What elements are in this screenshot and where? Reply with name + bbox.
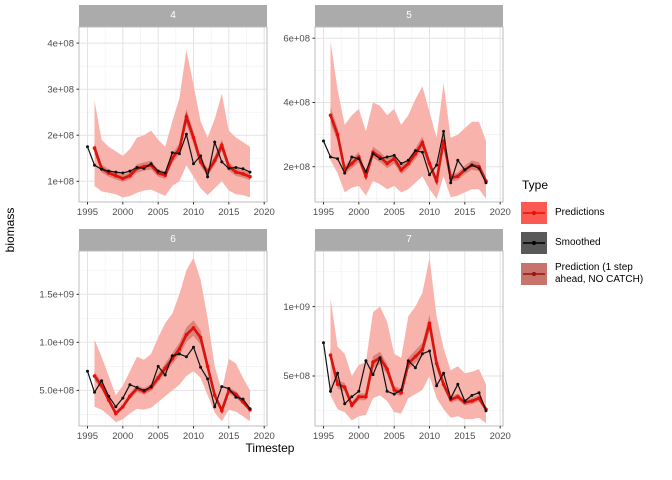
- svg-text:2020: 2020: [254, 431, 275, 442]
- facet-6-strip: 6: [79, 229, 267, 251]
- svg-text:2000: 2000: [112, 207, 133, 218]
- legend-label: Predictions: [555, 207, 605, 218]
- legend: Type Predictions Smoothed Prediction (1 …: [521, 178, 671, 294]
- svg-text:2005: 2005: [384, 431, 405, 442]
- svg-text:2010: 2010: [183, 207, 204, 218]
- facet-6: 6 1995 2000 2005 2010 2015 2020 5.0e+08 1.0e+09…: [37, 229, 287, 443]
- facet-7-strip: 7: [315, 229, 503, 251]
- svg-text:4e+08: 4e+08: [47, 38, 74, 49]
- legend-label: Smoothed: [555, 237, 601, 248]
- svg-text:1e+09: 1e+09: [283, 302, 310, 313]
- legend-item-prediction-1-step: Prediction (1 step ahead, NO CATCH): [521, 262, 671, 286]
- svg-text:1.5e+09: 1.5e+09: [39, 290, 74, 301]
- facet-4-panel: 1995 2000 2005 2010 2015 2020 1e+08 2e+08 3e+08 4…: [47, 26, 275, 218]
- svg-text:2020: 2020: [254, 207, 275, 218]
- svg-text:2015: 2015: [218, 431, 239, 442]
- svg-text:1995: 1995: [313, 431, 334, 442]
- legend-item-predictions: Predictions: [521, 202, 671, 224]
- svg-text:2020: 2020: [490, 207, 511, 218]
- svg-text:2000: 2000: [112, 431, 133, 442]
- x-axis-title: Timestep: [245, 441, 295, 455]
- svg-text:2000: 2000: [348, 207, 369, 218]
- svg-text:2e+08: 2e+08: [283, 162, 310, 173]
- facet-7-panel: 1995 2000 2005 2010 2015 2020 5e+08 1e+09: [283, 250, 511, 442]
- legend-item-smoothed: Smoothed: [521, 232, 671, 254]
- svg-text:4e+08: 4e+08: [283, 98, 310, 109]
- svg-text:2005: 2005: [384, 207, 405, 218]
- svg-text:1995: 1995: [77, 431, 98, 442]
- svg-text:2010: 2010: [183, 431, 204, 442]
- y-axis-title: biomass: [3, 207, 17, 253]
- svg-text:6e+08: 6e+08: [283, 33, 310, 44]
- svg-text:1.0e+09: 1.0e+09: [39, 338, 74, 349]
- svg-text:2015: 2015: [454, 207, 475, 218]
- legend-label: Prediction (1 step ahead, NO CATCH): [555, 262, 644, 285]
- svg-text:2010: 2010: [419, 431, 440, 442]
- svg-text:2015: 2015: [218, 207, 239, 218]
- svg-text:2005: 2005: [148, 431, 169, 442]
- svg-text:2000: 2000: [348, 431, 369, 442]
- legend-title: Type: [522, 178, 549, 192]
- svg-text:1e+08: 1e+08: [47, 177, 74, 188]
- smoothed-key-icon: [521, 232, 547, 254]
- predictions-key-icon: [521, 202, 547, 224]
- facet-5: 5 1995 2000 2005 2010 2015 2020 2e+08 4e+08 6e+0…: [273, 5, 523, 219]
- svg-text:2015: 2015: [454, 431, 475, 442]
- svg-text:5e+08: 5e+08: [283, 371, 310, 382]
- svg-text:2020: 2020: [490, 431, 511, 442]
- prediction-1-step-key-icon: [521, 263, 547, 285]
- svg-text:1995: 1995: [77, 207, 98, 218]
- facet-6-panel: 1995 2000 2005 2010 2015 2020 5.0e+08 1.0e+09 1.…: [39, 250, 275, 442]
- svg-text:2010: 2010: [419, 207, 440, 218]
- facet-5-strip: 5: [315, 5, 503, 27]
- facet-5-panel: 1995 2000 2005 2010 2015 2020 2e+08 4e+08 6e+08: [283, 26, 511, 218]
- svg-text:2005: 2005: [148, 207, 169, 218]
- svg-text:2e+08: 2e+08: [47, 130, 74, 141]
- svg-text:1995: 1995: [313, 207, 334, 218]
- svg-text:3e+08: 3e+08: [47, 84, 74, 95]
- facet-7: 7 1995 2000 2005 2010 2015 2020 5e+08 1e+09: [273, 229, 523, 443]
- facet-4-strip: 4: [79, 5, 267, 27]
- svg-text:5.0e+08: 5.0e+08: [39, 386, 74, 397]
- facet-4: 4 1995 2000 2005 2010 2015 2020 1e+08 2e+08 3e+0…: [37, 5, 287, 219]
